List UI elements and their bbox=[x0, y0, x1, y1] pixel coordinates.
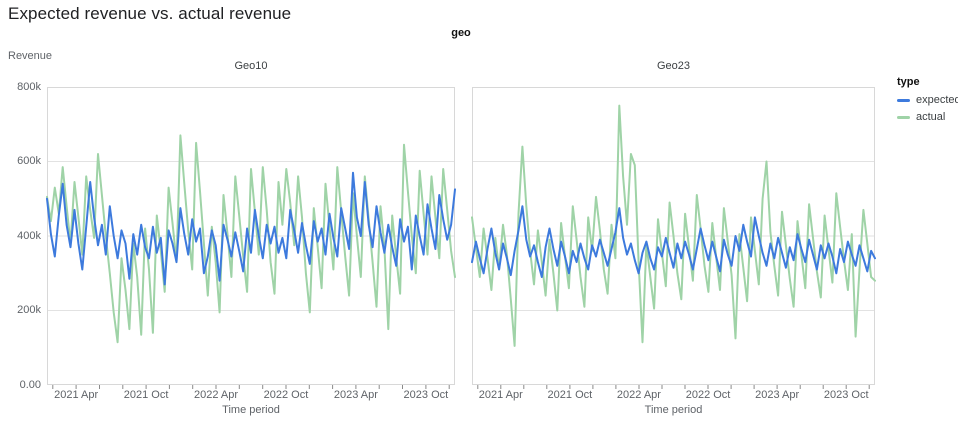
x-tick-label: 2023 Apr bbox=[333, 389, 378, 401]
x-tick-label: 2023 Oct bbox=[403, 389, 449, 401]
x-tick-label: 2023 Apr bbox=[755, 389, 800, 401]
facet-panel-geo23 bbox=[471, 87, 876, 390]
series-line-expected bbox=[471, 205, 876, 278]
y-tick-label: 0.00 bbox=[19, 378, 41, 391]
series-line-actual bbox=[46, 134, 456, 344]
x-axis-tick-labels-geo10: 2021 Apr 2021 Oct 2022 Apr 2022 Oct 2023 Apr… bbox=[47, 389, 455, 403]
legend-item-expected: expected bbox=[897, 94, 958, 106]
y-tick-label: 800k bbox=[17, 80, 41, 93]
x-tick-label: 2022 Apr bbox=[616, 389, 661, 401]
x-axis-title-geo10: Time period bbox=[222, 404, 280, 416]
x-axis-title-geo23: Time period bbox=[644, 404, 703, 416]
series-line-expected bbox=[46, 171, 456, 286]
legend-label-expected: expected bbox=[916, 94, 958, 106]
x-tick-label: 2021 Apr bbox=[54, 389, 99, 401]
chart-title: Expected revenue vs. actual revenue bbox=[8, 4, 292, 23]
x-tick-label: 2022 Oct bbox=[263, 389, 309, 401]
x-tick-label: 2022 Oct bbox=[685, 389, 731, 401]
x-tick-label: 2023 Oct bbox=[823, 389, 869, 401]
line-chart-geo10 bbox=[46, 87, 456, 389]
facet-title-geo10: Geo10 bbox=[234, 60, 268, 72]
x-tick-label: 2021 Oct bbox=[547, 389, 593, 401]
legend-item-actual: actual bbox=[897, 111, 958, 123]
line-chart-geo23 bbox=[471, 87, 876, 389]
legend: type expected actual bbox=[897, 76, 958, 128]
series-line-actual bbox=[471, 104, 876, 347]
x-tick-label: 2022 Apr bbox=[194, 389, 239, 401]
legend-title: type bbox=[897, 76, 920, 88]
y-tick-label: 600k bbox=[17, 155, 41, 167]
x-axis-tick-labels-geo23: 2021 Apr 2021 Oct 2022 Apr 2022 Oct 2023 Apr… bbox=[472, 389, 875, 403]
expected-line-swatch-icon bbox=[897, 98, 910, 102]
facet-panel-geo10 bbox=[46, 87, 456, 390]
actual-line-swatch-icon bbox=[897, 115, 910, 119]
legend-label-actual: actual bbox=[916, 111, 946, 123]
facet-field-label: geo bbox=[451, 27, 471, 39]
y-tick-label: 400k bbox=[17, 229, 41, 242]
facet-title-geo23: Geo23 bbox=[656, 60, 691, 72]
y-axis-title: Revenue bbox=[8, 50, 53, 62]
y-axis-tick-labels: 800k 600k 400k 200k 0.00 bbox=[0, 81, 41, 391]
panel-border bbox=[472, 87, 875, 385]
panel-border bbox=[47, 87, 455, 385]
x-tick-label: 2021 Oct bbox=[123, 389, 169, 401]
x-tick-label: 2021 Apr bbox=[478, 389, 523, 401]
y-tick-label: 200k bbox=[17, 304, 41, 316]
